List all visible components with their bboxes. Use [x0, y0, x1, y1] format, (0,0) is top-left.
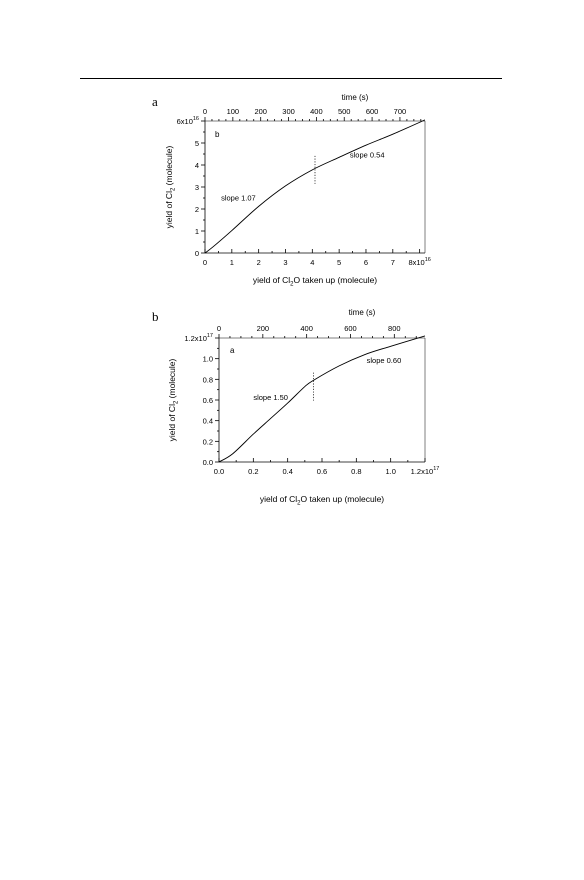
x-tick-label: 7	[391, 258, 395, 267]
inner-panel-label: a	[230, 346, 235, 355]
x-tick-label: 1	[230, 258, 234, 267]
chart-a: 0 1 2 3 4 5 6 7 8x1016 0 1 2 3 4 5 6x1016 0 100 200 300 400 5…	[164, 93, 431, 288]
x-axis-title: yield of Cl2O taken up (molecule)	[253, 275, 377, 288]
y-axis-title: yield of Cl2 (molecule)	[167, 358, 180, 441]
data-series-line	[218, 335, 426, 463]
panel-b-label: b	[152, 309, 159, 324]
y-tick-label: 1	[195, 227, 199, 236]
header-rule	[80, 78, 502, 79]
y-axis-title: yield of Cl2 (molecule)	[164, 145, 177, 228]
chart-b: 0.0 0.2 0.4 0.6 0.8 1.0 1.2x1017 0.0 0.2 0.4 0.6 0.…	[167, 308, 439, 507]
slope-annotation: slope 0.60	[367, 356, 402, 365]
x-tick-label: 1.2x1017	[411, 466, 440, 476]
x-tick-label: 3	[283, 258, 287, 267]
top-tick-label: 400	[310, 107, 323, 116]
y-tick-label: 2	[195, 205, 199, 214]
y-tick-label: 5	[195, 139, 199, 148]
y-tick-label: 0.2	[203, 437, 213, 446]
slope-annotation: slope 1.50	[253, 393, 288, 402]
x-tick-label: 0.6	[317, 467, 327, 476]
y-tick-label: 0.8	[203, 375, 213, 384]
y-tick-label: 4	[195, 161, 199, 170]
x-tick-label: 6	[364, 258, 368, 267]
x-tick-label: 5	[337, 258, 341, 267]
x-tick-label: 0.2	[248, 467, 258, 476]
top-tick-label: 500	[338, 107, 351, 116]
x-tick-label: 0	[203, 258, 207, 267]
x-tick-label: 8x1016	[408, 257, 430, 267]
x-tick-label: 0.8	[351, 467, 361, 476]
top-axis-title: time (s)	[349, 308, 376, 317]
y-tick-label: 0	[195, 249, 199, 258]
panel-a-label: a	[152, 94, 158, 109]
top-tick-label: 200	[257, 324, 270, 333]
top-tick-label: 0	[203, 107, 207, 116]
slope-annotation: slope 1.07	[221, 194, 256, 203]
top-tick-label: 300	[282, 107, 295, 116]
top-tick-label: 400	[300, 324, 313, 333]
x-tick-label: 2	[257, 258, 261, 267]
top-tick-label: 600	[344, 324, 357, 333]
top-tick-label: 800	[388, 324, 401, 333]
x-tick-label: 1.0	[385, 467, 395, 476]
top-tick-label: 600	[366, 107, 379, 116]
y-tick-label: 6x1016	[177, 116, 199, 126]
top-tick-label: 200	[254, 107, 267, 116]
x-axis-title: yield of Cl2O taken up (molecule)	[260, 494, 384, 507]
y-tick-label: 1.0	[203, 355, 213, 364]
y-tick-label: 0.6	[203, 396, 213, 405]
y-tick-label: 0.4	[203, 417, 213, 426]
y-tick-label: 3	[195, 183, 199, 192]
x-tick-label: 4	[310, 258, 314, 267]
slope-annotation: slope 0.54	[350, 150, 385, 159]
top-axis-title: time (s)	[342, 93, 369, 102]
top-tick-label: 0	[217, 324, 221, 333]
x-tick-label: 0.0	[214, 467, 224, 476]
y-tick-label: 1.2x1017	[184, 333, 213, 343]
data-series-line	[204, 119, 426, 254]
y-tick-label: 0.0	[203, 458, 213, 467]
x-tick-label: 0.4	[282, 467, 292, 476]
top-tick-label: 700	[394, 107, 407, 116]
top-tick-label: 100	[227, 107, 240, 116]
inner-panel-label: b	[215, 130, 220, 139]
